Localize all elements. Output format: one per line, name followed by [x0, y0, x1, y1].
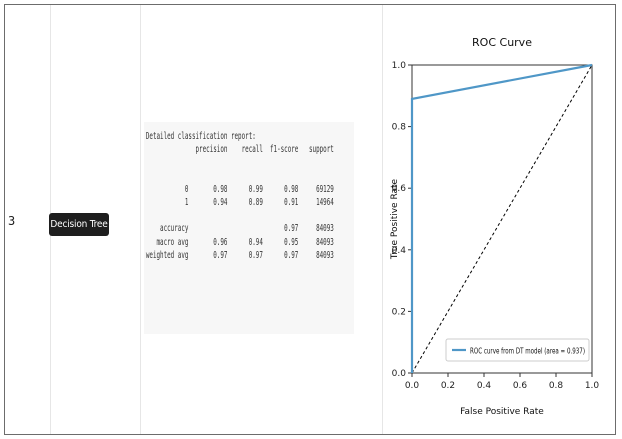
- chart-title: ROC Curve: [472, 36, 532, 49]
- roc-chart-svg: ROC Curve 0.0 0.2 0.4 0.6 0.8 1.0 0.0 0.2 0.4 0.6…: [390, 36, 600, 417]
- y-axis-label: True Positive Rate: [390, 178, 400, 260]
- x-tick-label: 1.0: [585, 381, 600, 391]
- diagonal-reference-line: [411, 64, 593, 374]
- legend-label: ROC curve from DT model (area = 0.937): [470, 347, 585, 356]
- y-tick-label: 0.8: [392, 123, 407, 133]
- y-tick-label: 0.6: [392, 184, 407, 194]
- x-tick-label: 0.2: [441, 381, 455, 391]
- roc-curve-line: [410, 63, 593, 373]
- legend-box: [445, 338, 590, 362]
- x-tick-label: 0.0: [405, 381, 420, 391]
- x-axis-label: False Positive Rate: [460, 407, 544, 417]
- y-tick-label: 1.0: [392, 61, 407, 71]
- x-tick-label: 0.4: [477, 381, 492, 391]
- model-name-badge: Decision Tree: [49, 213, 109, 236]
- y-tick-label: 0.0: [392, 369, 407, 379]
- y-tick-label: 0.4: [392, 246, 407, 256]
- chart-legend: ROC curve from DT model (area = 0.937): [445, 338, 590, 362]
- classification-report: Detailed classification report: precisio…: [144, 122, 354, 334]
- roc-curve-chart: ROC Curve 0.0 0.2 0.4 0.6 0.8 1.0 0.0 0.2 0.4 0.6…: [385, 35, 607, 425]
- column-divider: [140, 5, 141, 434]
- row-index: 3: [8, 214, 16, 228]
- column-divider: [382, 5, 383, 434]
- y-tick-label: 0.2: [392, 307, 406, 317]
- classification-report-text: Detailed classification report: precisio…: [145, 131, 334, 261]
- x-tick-label: 0.8: [549, 381, 564, 391]
- x-tick-label: 0.6: [513, 381, 528, 391]
